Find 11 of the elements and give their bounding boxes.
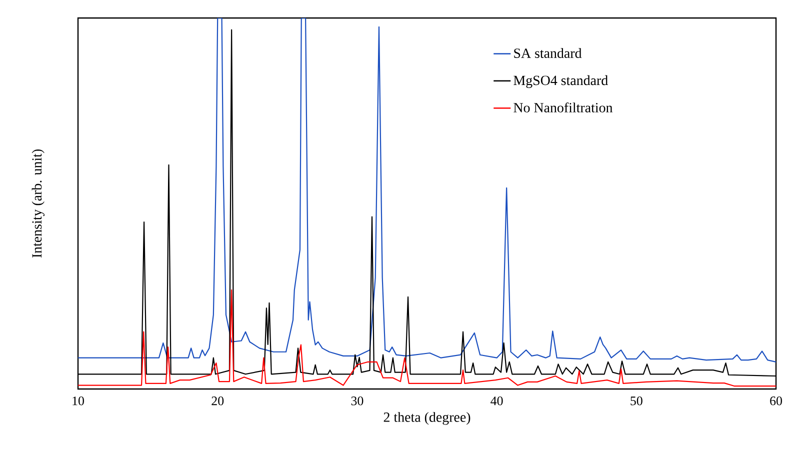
x-axis-title: 2 theta (degree) (384, 412, 470, 425)
x-tick-label: 20 (212, 396, 224, 406)
x-tick-label: 10 (72, 396, 84, 406)
legend-label: MgSO4 standard (514, 75, 608, 88)
x-tick-label: 50 (630, 396, 642, 406)
x-tick-label: 40 (490, 396, 503, 406)
y-axis-title: Intensity (arb. unit) (32, 149, 44, 258)
x-tick-label: 30 (351, 396, 364, 406)
x-tick-label: 60 (770, 396, 782, 406)
legend-label: SA standard (514, 48, 582, 58)
legend-label: No Nanofiltration (514, 102, 613, 112)
